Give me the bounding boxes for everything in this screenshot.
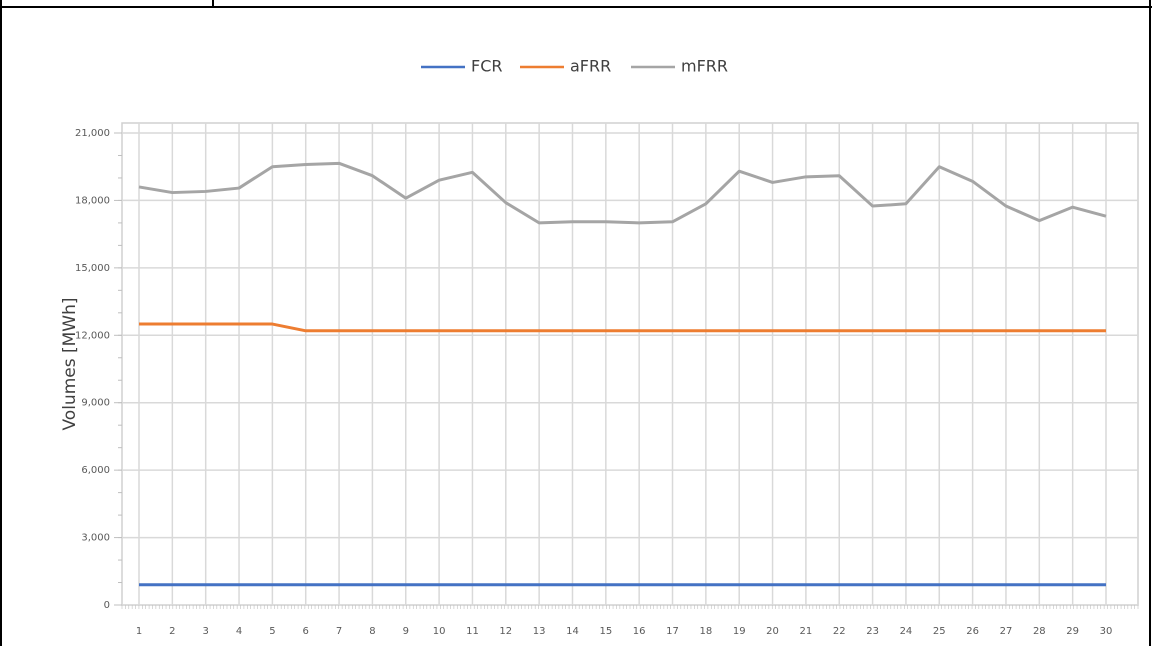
x-tick-label: 25 — [933, 626, 946, 637]
x-tick-label: 10 — [433, 626, 446, 637]
legend-text: mFRR — [681, 57, 728, 76]
y-tick-label: 18,000 — [75, 195, 110, 206]
x-tick-label: 27 — [1000, 626, 1013, 637]
y-axis-title: Volumes [MWh] — [60, 297, 80, 430]
x-tick-label: 9 — [403, 626, 409, 637]
x-tick-label: 24 — [900, 626, 913, 637]
y-tick-label: 6,000 — [81, 465, 110, 476]
x-tick-label: 14 — [566, 626, 579, 637]
x-tick-label: 6 — [303, 626, 309, 637]
y-tick-label: 9,000 — [81, 398, 110, 409]
legend-text: aFRR — [570, 57, 611, 76]
x-tick-label: 20 — [766, 626, 779, 637]
x-tick-label: 18 — [699, 626, 712, 637]
x-tick-label: 26 — [966, 626, 979, 637]
series-line — [138, 161, 1107, 225]
series-line — [139, 322, 1106, 333]
x-tick-label: 2 — [169, 626, 175, 637]
x-tick-label: 23 — [866, 626, 879, 637]
y-tick-label: 0 — [104, 600, 110, 611]
x-tick-label: 29 — [1066, 626, 1079, 637]
x-tick-label: 17 — [666, 626, 679, 637]
x-tick-label: 15 — [599, 626, 612, 637]
x-tick-label: 4 — [236, 626, 242, 637]
plot-area — [121, 122, 1139, 606]
x-tick-label: 8 — [369, 626, 375, 637]
y-tick-label: 12,000 — [75, 330, 110, 341]
x-tick-label: 12 — [499, 626, 512, 637]
x-tick-label: 19 — [733, 626, 746, 637]
x-tick-label: 30 — [1100, 626, 1113, 637]
x-tick-label: 7 — [336, 626, 342, 637]
x-tick-label: 28 — [1033, 626, 1046, 637]
x-tick-label: 21 — [800, 626, 813, 637]
x-tick-label: 5 — [269, 626, 275, 637]
legend-text: FCR — [471, 57, 503, 76]
x-tick-label: 22 — [833, 626, 846, 637]
x-tick-label: 11 — [466, 626, 479, 637]
x-tick-label: 16 — [633, 626, 646, 637]
x-tick-label: 13 — [533, 626, 546, 637]
y-tick-label: 21,000 — [75, 128, 110, 139]
x-tick-label: 3 — [203, 626, 209, 637]
y-tick-label: 15,000 — [75, 263, 110, 274]
x-tick-label: 1 — [136, 626, 142, 637]
y-tick-label: 3,000 — [81, 533, 110, 544]
